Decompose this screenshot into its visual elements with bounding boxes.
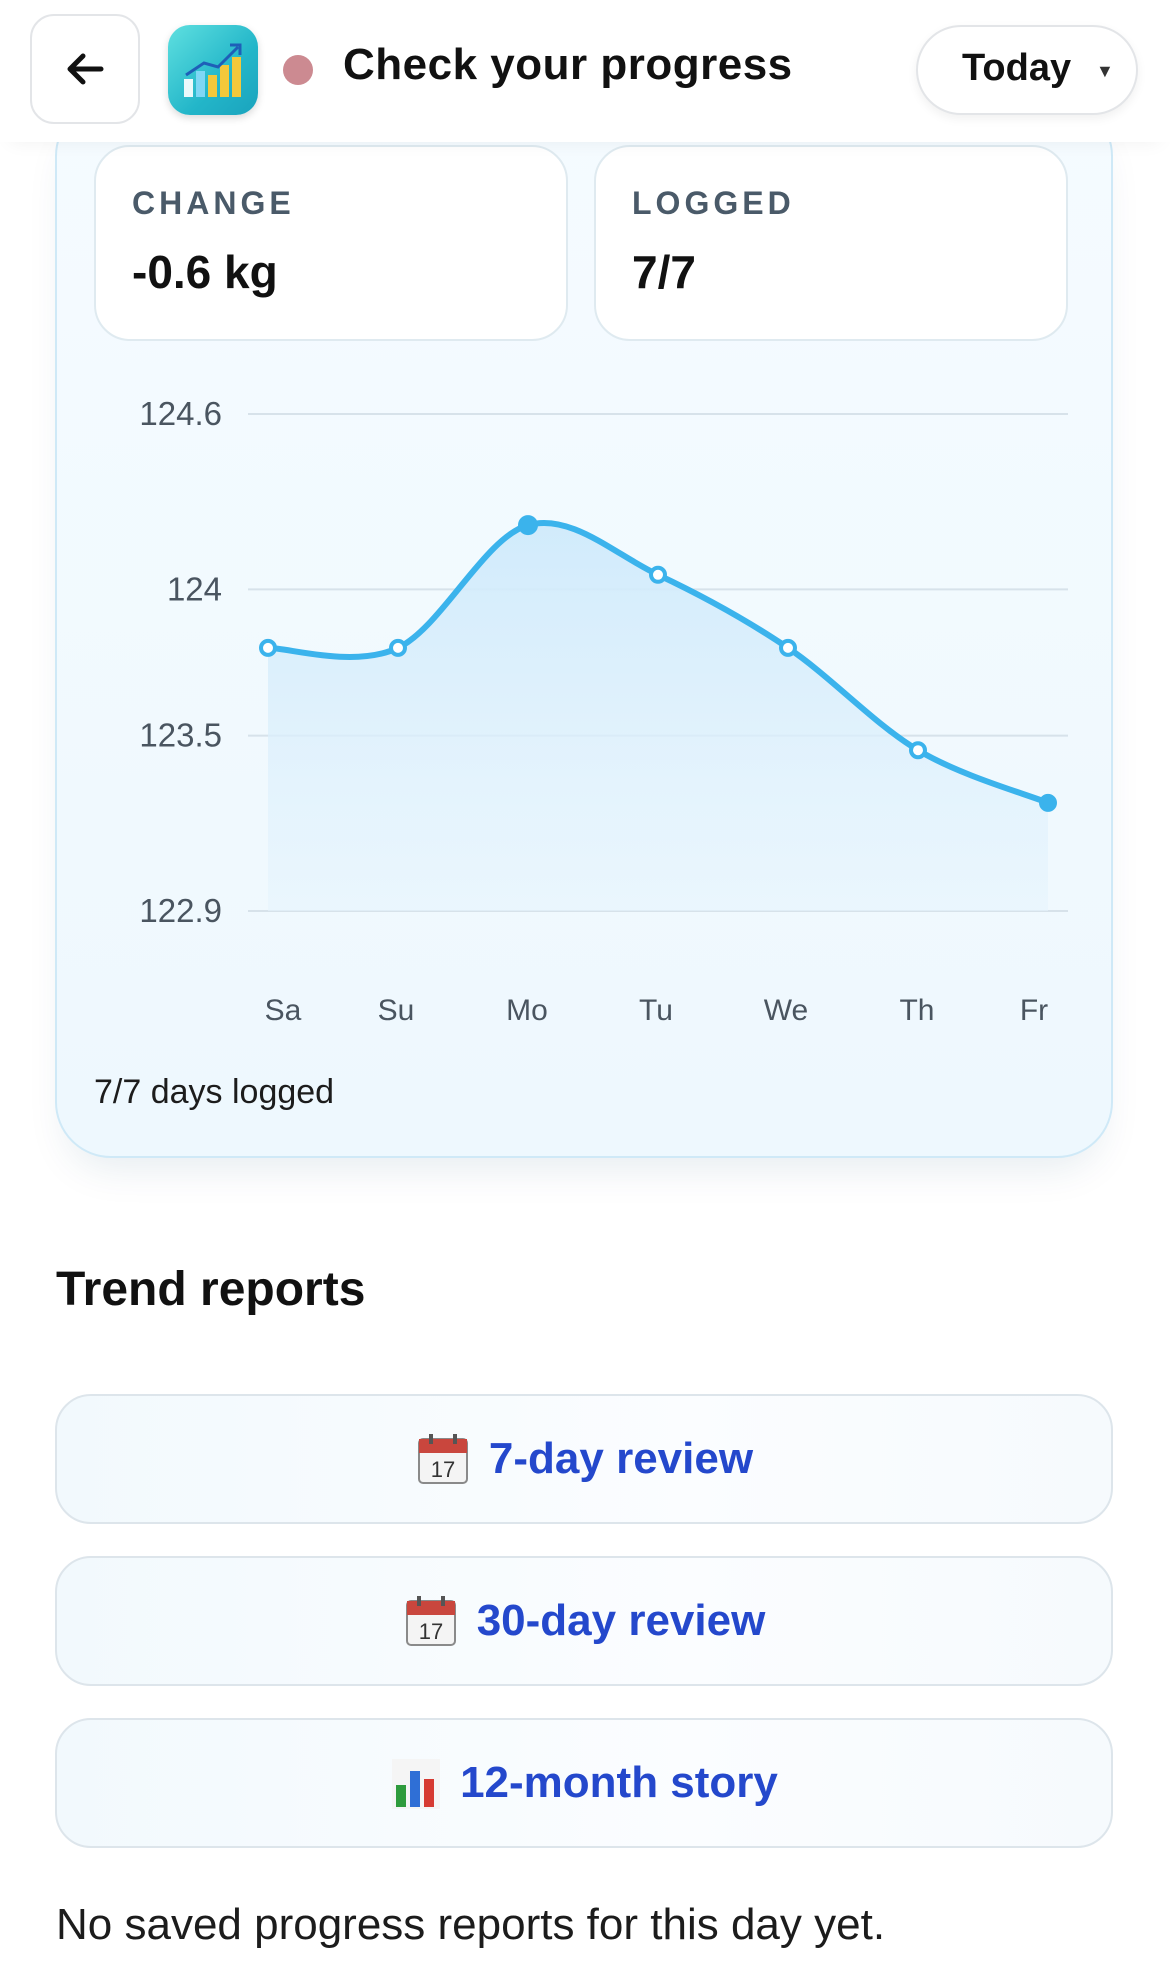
x-tick-label: We: [764, 994, 808, 1027]
logged-label: LOGGED: [632, 185, 795, 221]
logged-value: 7/7: [632, 246, 696, 298]
trend-reports-title: Trend reports: [56, 1263, 366, 1316]
report-button-label: 30-day review: [476, 1596, 766, 1645]
logged-stat-box: LOGGED 7/7: [594, 145, 1068, 341]
series-area: [268, 522, 1048, 911]
report-button-label: 7-day review: [488, 1434, 754, 1483]
change-stat-box: CHANGE -0.6 kg: [94, 145, 568, 341]
seven-day-review-button[interactable]: 17 7-day review: [55, 1394, 1113, 1524]
bar-chart-icon: [392, 1759, 441, 1809]
data-point[interactable]: [389, 638, 407, 657]
data-point[interactable]: [779, 638, 797, 657]
data-point[interactable]: [1039, 793, 1057, 812]
y-tick-label: 124.6: [139, 395, 222, 432]
data-point[interactable]: [649, 565, 667, 584]
svg-text:17: 17: [431, 1457, 455, 1482]
x-tick-label: Su: [378, 994, 415, 1027]
svg-text:17: 17: [418, 1619, 442, 1644]
x-tick-label: Tu: [639, 994, 673, 1027]
days-logged-text: 7/7 days logged: [94, 1073, 335, 1111]
report-button-label: 12-month story: [460, 1758, 778, 1807]
data-point[interactable]: [909, 741, 927, 760]
caret-down-icon: ▼: [1096, 61, 1114, 81]
page-title: Check your progress: [343, 40, 793, 89]
app-logo-icon: [168, 25, 258, 115]
twelve-month-story-button[interactable]: 12-month story: [55, 1718, 1113, 1848]
y-tick-label: 124: [167, 570, 222, 607]
x-tick-label: Th: [899, 994, 934, 1027]
data-point[interactable]: [518, 515, 538, 536]
arrow-left-icon: [67, 53, 104, 85]
period-selector-dropdown[interactable]: Today ▼: [916, 25, 1138, 115]
x-tick-label: Mo: [506, 994, 548, 1027]
data-point[interactable]: [259, 638, 277, 657]
change-value: -0.6 kg: [132, 246, 278, 298]
x-tick-label: Sa: [265, 994, 302, 1027]
thirty-day-review-button[interactable]: 17 30-day review: [55, 1556, 1113, 1686]
empty-reports-note: No saved progress reports for this day y…: [56, 1900, 886, 1949]
weight-chart: 124.6 124 123.5 122.9 Sa Su Mo Tu We Th Fr: [139, 395, 1068, 1027]
period-selector-label: Today: [962, 47, 1072, 89]
y-tick-label: 123.5: [139, 717, 222, 754]
status-dot: [283, 55, 313, 85]
app-header: Check your progress Today ▼: [0, 0, 1170, 142]
x-tick-label: Fr: [1020, 994, 1048, 1027]
calendar-icon: 17: [405, 1596, 456, 1646]
back-button[interactable]: [30, 14, 140, 124]
change-label: CHANGE: [132, 185, 295, 221]
calendar-icon: 17: [417, 1434, 468, 1484]
y-tick-label: 122.9: [139, 892, 222, 929]
